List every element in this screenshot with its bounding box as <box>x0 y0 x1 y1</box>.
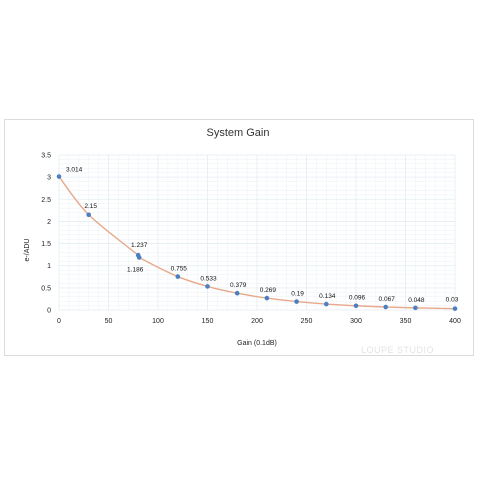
x-tick-label: 50 <box>105 318 113 325</box>
data-label: 0.048 <box>408 297 425 304</box>
data-point <box>383 304 389 310</box>
data-labels: 3.014 2.15 1.237 1.186 0.755 0.533 0.379 0.269 0… <box>66 167 459 304</box>
y-axis-label: e-/ADU <box>24 239 31 262</box>
data-point <box>86 212 91 218</box>
x-tick-label: 350 <box>400 318 412 325</box>
data-markers <box>56 174 458 311</box>
y-tick-label: 0 <box>47 308 51 315</box>
data-label: 1.186 <box>127 266 144 273</box>
y-tick-label: 2 <box>47 219 51 226</box>
data-label: 0.755 <box>171 266 188 273</box>
data-label: 3.014 <box>66 167 83 174</box>
data-label: 2.15 <box>84 203 97 210</box>
data-point <box>234 290 240 296</box>
data-label: 0.269 <box>260 287 277 294</box>
data-point <box>175 274 181 279</box>
data-label: 0.03 <box>446 297 459 304</box>
y-tick-label: 3 <box>47 175 51 182</box>
data-point <box>264 295 270 301</box>
y-tick-label: 1 <box>47 263 51 270</box>
data-label: 0.533 <box>200 275 217 282</box>
grid-major <box>58 154 456 311</box>
data-point <box>353 303 359 309</box>
data-label: 0.096 <box>349 295 366 302</box>
x-tick-label: 400 <box>449 318 461 325</box>
y-tick-label: 2.5 <box>41 197 51 204</box>
chart: System Gain e-/ADU Gain (0.1dB) LOUPE ST… <box>24 127 461 355</box>
data-point <box>413 305 418 311</box>
x-tick-label: 200 <box>251 318 263 325</box>
data-point <box>56 174 62 179</box>
x-axis-ticks: 0 50 100 150 200 250 300 350 400 <box>57 318 461 325</box>
data-label: 0.067 <box>379 296 396 303</box>
chart-title: System Gain <box>207 127 270 139</box>
data-label: 0.19 <box>291 291 304 298</box>
chart-card: System Gain e-/ADU Gain (0.1dB) LOUPE ST… <box>4 119 474 356</box>
data-point <box>205 284 210 289</box>
data-point <box>136 255 142 260</box>
x-tick-label: 300 <box>350 318 362 325</box>
x-tick-label: 250 <box>301 318 313 325</box>
data-point <box>324 301 329 307</box>
x-tick-label: 150 <box>202 318 214 325</box>
data-label: 0.379 <box>230 282 247 289</box>
y-tick-label: 0.5 <box>41 285 51 292</box>
y-axis-ticks: 0 0.5 1 1.5 2 2.5 3 3.5 <box>41 153 51 315</box>
data-label: 0.134 <box>319 293 336 300</box>
watermark: LOUPE STUDIO <box>361 345 434 355</box>
data-point <box>452 306 458 311</box>
x-tick-label: 0 <box>57 318 61 325</box>
x-axis-label: Gain (0.1dB) <box>237 340 277 347</box>
y-tick-label: 1.5 <box>41 241 51 248</box>
y-tick-label: 3.5 <box>41 153 51 160</box>
data-point <box>294 299 299 304</box>
data-label: 1.237 <box>131 242 148 249</box>
x-tick-label: 100 <box>152 318 164 325</box>
